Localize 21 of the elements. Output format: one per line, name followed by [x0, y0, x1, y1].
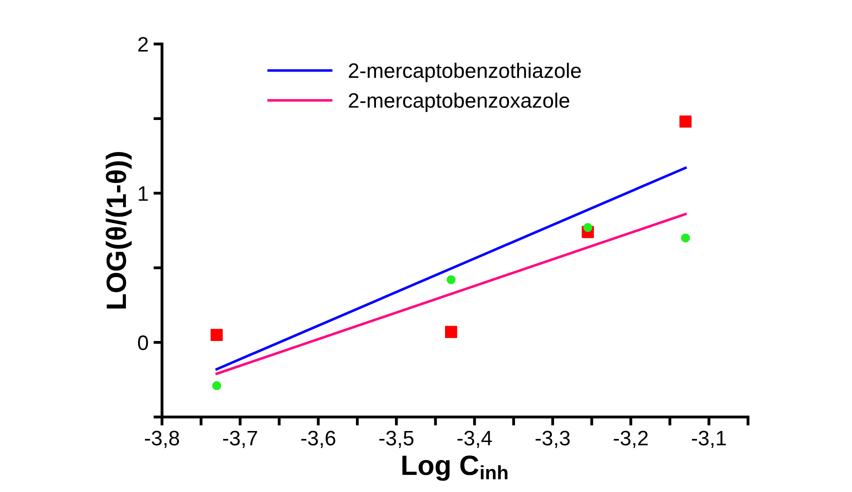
legend-label: 2-mercaptobenzoxazole [348, 92, 570, 112]
x-tick-label: -3,3 [536, 430, 570, 448]
point [680, 233, 690, 242]
point [210, 328, 223, 342]
point [212, 381, 222, 390]
x-tick-label: -3,7 [223, 430, 258, 448]
x-axis-title: Log C$_{inh}$ [402, 456, 508, 481]
x-tick-label: -3,1 [692, 430, 726, 448]
point [445, 326, 458, 338]
point [679, 116, 692, 128]
legend-label: 2-mercaptobenzothiazole [348, 62, 581, 82]
x-tick-label: -3,8 [144, 430, 180, 448]
y-axis-title: LOG(θ/(1-θ)) [106, 152, 132, 308]
x-tick-label: -3,5 [379, 430, 414, 448]
y-tick-label: 1 [138, 186, 148, 201]
y-tick-label: 2 [138, 37, 148, 52]
x-tick-label: -3,2 [614, 430, 648, 448]
x-tick-label: -3,6 [301, 430, 336, 448]
point [446, 275, 456, 284]
x-tick-label: -3,4 [458, 430, 492, 448]
y-tick-label: 0 [138, 335, 148, 350]
